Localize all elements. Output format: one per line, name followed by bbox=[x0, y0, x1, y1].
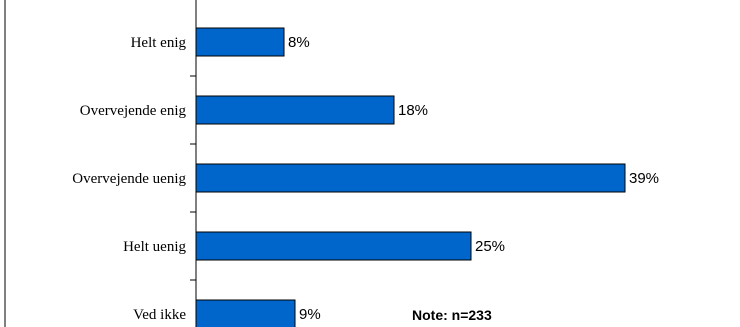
plot-border bbox=[4, 0, 6, 327]
bars-layer bbox=[190, 27, 626, 327]
data-label: 9% bbox=[299, 306, 321, 323]
category-label: Helt enig bbox=[131, 35, 187, 51]
bar-ved-ikke bbox=[195, 299, 296, 327]
category-label: Ved ikke bbox=[133, 307, 186, 323]
data-label: 8% bbox=[288, 34, 310, 51]
note-text: Note: n=233 bbox=[412, 307, 492, 323]
bar-helt-enig bbox=[195, 27, 285, 57]
category-label: Overvejende uenig bbox=[72, 171, 186, 187]
data-label: 18% bbox=[398, 102, 428, 119]
category-label: Helt uenig bbox=[123, 239, 186, 255]
data-label: 39% bbox=[629, 170, 659, 187]
data-label: 25% bbox=[475, 238, 505, 255]
labels-layer: Helt enig 8% Overvejende enig 18% Overvejend… bbox=[72, 34, 659, 323]
bar-overvejende-enig bbox=[195, 95, 395, 125]
bar-helt-uenig bbox=[195, 231, 472, 261]
category-label: Overvejende enig bbox=[80, 103, 187, 119]
bar-overvejende-uenig bbox=[195, 163, 626, 193]
